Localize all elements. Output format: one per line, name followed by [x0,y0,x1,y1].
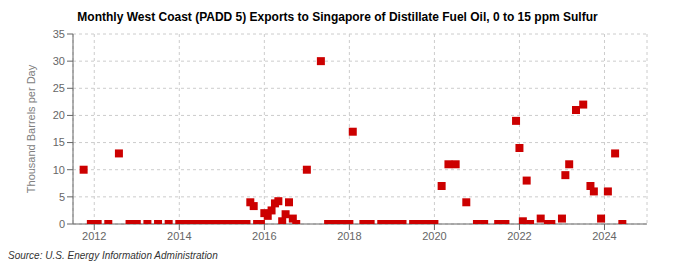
svg-text:30: 30 [53,55,65,67]
svg-text:2016: 2016 [252,230,276,242]
svg-text:5: 5 [59,191,65,203]
svg-text:15: 15 [53,136,65,148]
svg-text:20: 20 [53,109,65,121]
svg-text:2014: 2014 [167,230,191,242]
svg-text:2018: 2018 [337,230,361,242]
html-text:Source: U.S. Energy Informatio: Source: U.S. Energy Information Administ… [8,250,218,261]
svg-text:2022: 2022 [507,230,531,242]
svg-text:2020: 2020 [422,230,446,242]
html-text:Monthly West Coast (PADD 5) Ex: Monthly West Coast (PADD 5) Exports to S… [77,10,598,24]
svg-text:2024: 2024 [592,230,616,242]
svg-text:0: 0 [59,218,65,230]
svg-text:2012: 2012 [82,230,106,242]
svg-text:10: 10 [53,164,65,176]
svg-text:35: 35 [53,28,65,40]
svg-text:Thousand Barrels per Day: Thousand Barrels per Day [25,64,37,193]
svg-text:25: 25 [53,82,65,94]
